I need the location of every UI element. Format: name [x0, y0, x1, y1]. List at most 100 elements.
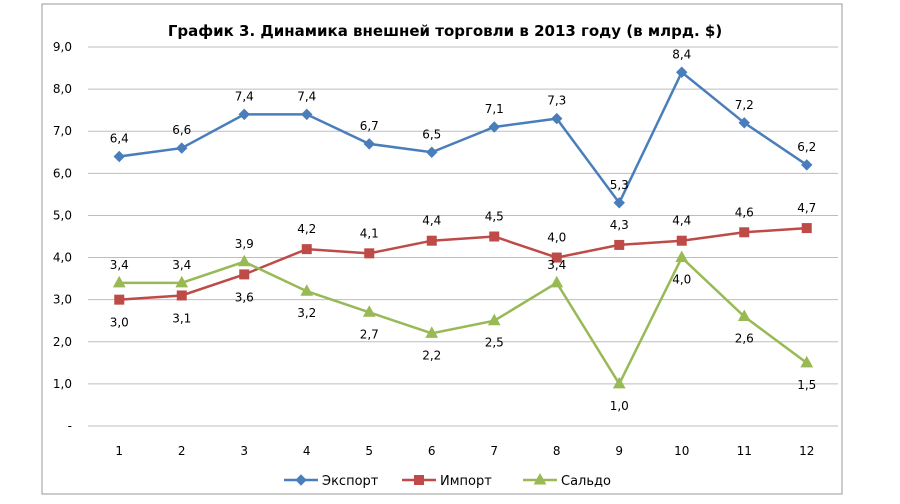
data-point-marker [239, 269, 250, 280]
data-point-marker [176, 290, 187, 301]
data-label: 7,3 [547, 94, 566, 108]
legend-item: Экспорт [284, 474, 379, 489]
data-point-marker [364, 248, 375, 259]
data-point-marker [237, 254, 251, 267]
data-point-marker [551, 112, 563, 125]
data-label: 7,4 [235, 89, 254, 103]
data-point-marker [426, 146, 438, 158]
data-point-marker [675, 250, 689, 263]
data-label: 1,5 [797, 378, 816, 392]
data-point-marker [295, 474, 307, 486]
data-point-marker [737, 309, 751, 322]
y-tick-label: 7,0 [53, 124, 72, 138]
data-point-marker [487, 313, 501, 326]
data-label: 4,0 [672, 273, 691, 287]
data-point-marker [739, 227, 750, 238]
data-label: 8,4 [672, 47, 691, 61]
series-group [112, 66, 814, 389]
data-label: 3,2 [297, 306, 316, 320]
legend: Экспорт Импорт Сальдо [284, 472, 611, 489]
x-tick-label: 1 [115, 444, 123, 458]
x-tick-label: 11 [737, 444, 752, 458]
data-label: 7,1 [485, 102, 504, 116]
data-point-marker [801, 223, 812, 234]
data-point-marker [613, 197, 625, 209]
series-line [119, 70, 808, 206]
y-tick-label: 9,0 [53, 40, 72, 54]
data-point-marker [113, 150, 125, 163]
x-tick-label: 10 [674, 444, 689, 458]
data-labels: 6,4 6,6 7,4 7,4 6,7 6,5 7,1 7,3 5,3 8,4 7,2 6,2 3,0 3… [110, 47, 817, 413]
data-point-marker [800, 355, 814, 368]
x-axis-tick-labels: 1 2 3 4 5 6 7 8 9 10 11 12 [115, 444, 814, 458]
data-label: 5,3 [610, 178, 629, 192]
data-label: 2,2 [422, 348, 441, 362]
y-tick-label: - [68, 419, 72, 433]
gridlines [88, 46, 838, 427]
y-tick-label: 8,0 [53, 82, 72, 96]
data-point-marker [801, 159, 813, 171]
data-point-marker [550, 275, 564, 288]
data-point-marker [301, 244, 312, 255]
data-point-marker [362, 305, 376, 317]
data-point-marker [176, 142, 188, 154]
legend-label: Экспорт [322, 474, 379, 489]
data-point-marker [301, 108, 313, 121]
data-label: 2,7 [360, 327, 379, 341]
data-label: 3,4 [172, 258, 191, 272]
chart-border [41, 3, 843, 495]
data-label: 6,5 [422, 127, 441, 141]
data-point-marker [614, 239, 625, 250]
data-label: 4,4 [422, 214, 441, 228]
data-label: 4,7 [797, 201, 816, 215]
legend-item: Сальдо [523, 472, 611, 489]
data-point-marker [175, 275, 189, 288]
data-label: 3,6 [235, 290, 254, 304]
data-label: 2,6 [735, 332, 754, 346]
data-point-marker [238, 108, 250, 121]
data-point-marker [489, 231, 500, 242]
x-tick-label: 2 [178, 444, 186, 458]
legend-label: Импорт [440, 474, 492, 489]
data-point-marker [551, 252, 562, 263]
legend-item: Импорт [402, 474, 492, 489]
data-label: 3,4 [547, 258, 566, 272]
data-point-marker [114, 294, 125, 305]
data-label: 4,0 [547, 231, 566, 245]
data-point-marker [112, 275, 126, 288]
x-tick-label: 4 [303, 444, 311, 458]
series-line [119, 226, 807, 301]
data-point-marker [612, 376, 626, 389]
x-tick-label: 12 [799, 444, 814, 458]
legend-label: Сальдо [561, 474, 611, 489]
x-tick-label: 8 [553, 444, 561, 458]
data-label: 4,4 [672, 214, 691, 228]
data-label: 4,5 [485, 210, 504, 224]
x-tick-label: 5 [365, 444, 373, 458]
data-label: 3,9 [235, 237, 254, 251]
data-label: 1,0 [610, 399, 629, 413]
data-point-marker [676, 66, 688, 78]
data-point-marker [676, 235, 687, 246]
data-point-marker [363, 138, 375, 150]
data-label: 3,1 [172, 311, 191, 325]
data-label: 6,7 [360, 119, 379, 133]
y-tick-label: 6,0 [53, 166, 72, 180]
y-tick-label: 4,0 [53, 251, 72, 265]
data-label: 4,1 [360, 226, 379, 240]
data-point-marker [414, 475, 424, 485]
y-tick-label: 5,0 [53, 208, 72, 222]
data-label: 6,2 [797, 140, 816, 154]
y-axis-tick-labels: - 1,0 2,0 3,0 4,0 5,0 6,0 7,0 8,0 9,0 [53, 40, 72, 433]
data-point-marker [488, 121, 500, 133]
data-point-marker [300, 284, 314, 296]
data-label: 4,2 [297, 222, 316, 236]
x-tick-label: 6 [428, 444, 436, 458]
data-label: 6,4 [110, 131, 129, 145]
data-point-marker [426, 235, 437, 246]
y-tick-label: 3,0 [53, 293, 72, 307]
y-tick-label: 1,0 [53, 377, 72, 391]
data-point-marker [738, 117, 750, 129]
